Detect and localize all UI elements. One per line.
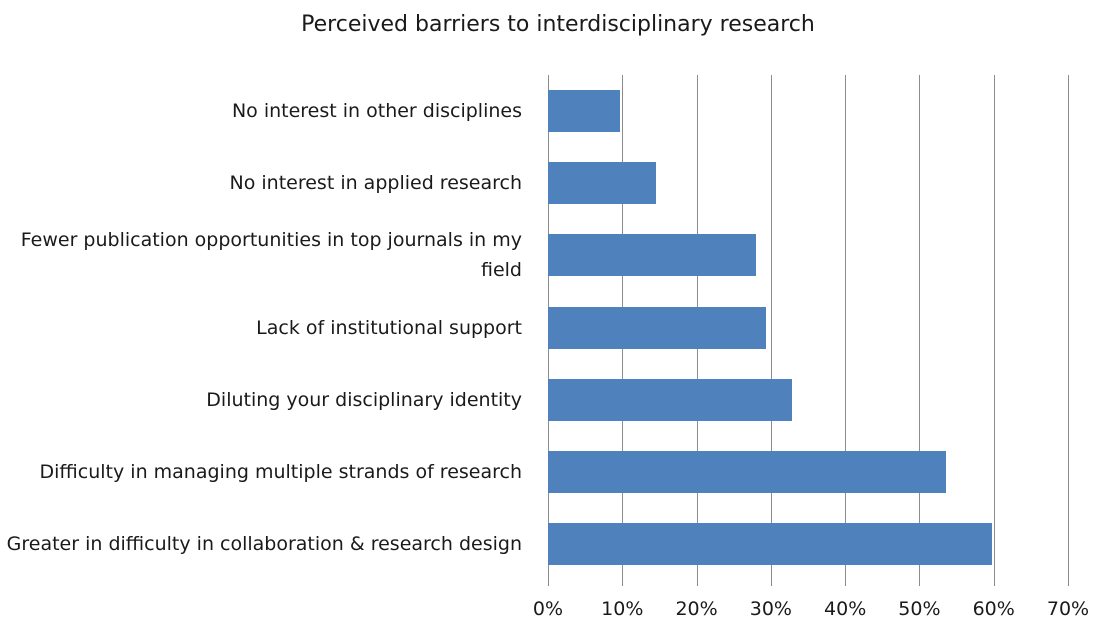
x-tick-label: 30% <box>749 598 792 620</box>
bar <box>548 378 792 421</box>
bar <box>548 90 621 133</box>
y-tick-label: No interest in other disciplines <box>231 100 522 123</box>
grid-line <box>845 75 847 580</box>
tick-mark <box>1068 580 1069 586</box>
y-tick-label: Greater in difficulty in collaboration &… <box>6 532 522 555</box>
x-tick-label: 20% <box>675 598 718 620</box>
y-tick-label: Difficulty in managing multiple strands … <box>39 460 522 483</box>
grid-line <box>993 75 995 580</box>
x-tick-label: 0% <box>532 598 564 620</box>
tick-mark <box>770 580 772 586</box>
bar <box>548 234 756 277</box>
tick-mark <box>548 580 549 586</box>
chart-title: Perceived barriers to interdisciplinary … <box>301 12 815 37</box>
bar <box>548 306 766 349</box>
bar <box>548 450 947 493</box>
tick-mark <box>845 580 847 586</box>
y-tick-label: No interest in applied research <box>229 172 522 195</box>
x-tick-label: 50% <box>898 598 941 620</box>
x-tick-label: 10% <box>601 598 644 620</box>
bar <box>548 162 656 205</box>
y-tick-label: Diluting your disciplinary identity <box>206 388 522 411</box>
x-tick-label: 60% <box>972 598 1015 620</box>
grid-line <box>1068 75 1069 580</box>
grid-line <box>919 75 921 580</box>
tick-mark <box>696 580 698 586</box>
tick-mark <box>993 580 995 586</box>
tick-mark <box>622 580 624 586</box>
y-tick-label: Fewer publication opportunities in top j… <box>20 229 522 282</box>
bar <box>548 522 993 565</box>
x-tick-label: 40% <box>824 598 867 620</box>
y-tick-label: Lack of institutional support <box>256 316 522 339</box>
grid-line <box>770 75 772 580</box>
x-tick-label: 70% <box>1046 598 1090 620</box>
tick-mark <box>919 580 921 586</box>
